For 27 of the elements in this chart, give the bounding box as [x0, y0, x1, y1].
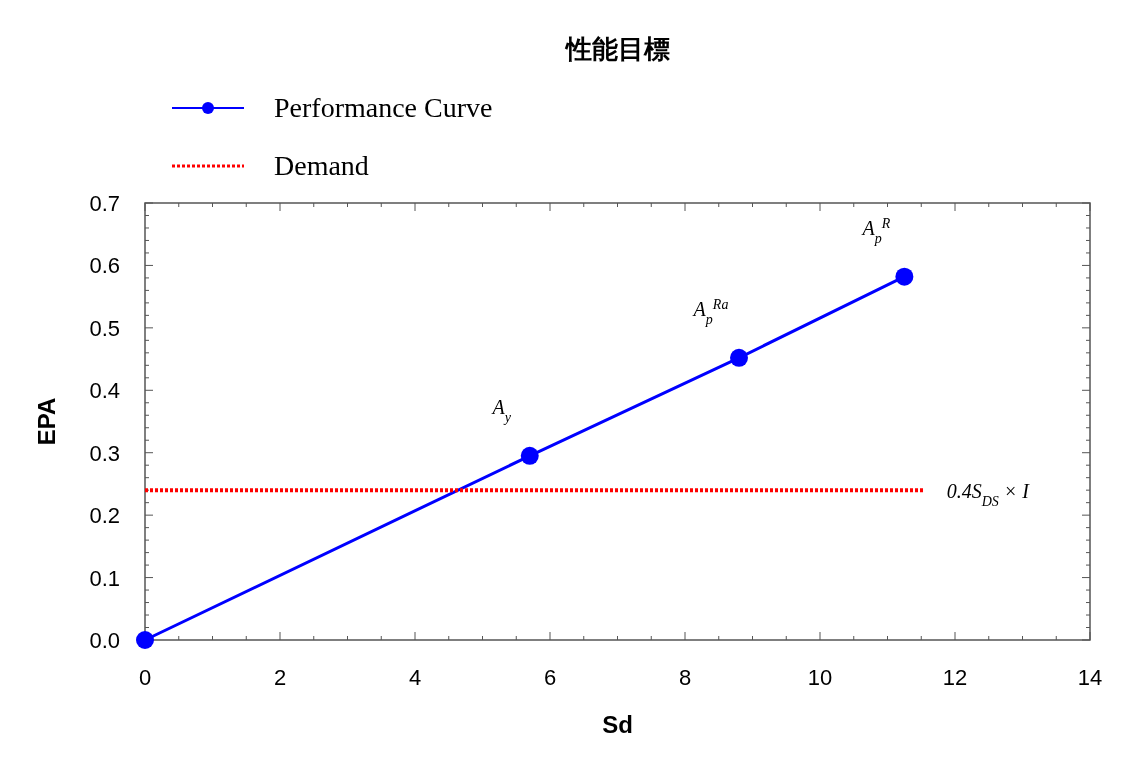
x-tick-label: 4 [408, 665, 422, 690]
annotation: A$_{y}$ [490, 395, 512, 425]
x-tick-label: 10 [807, 665, 833, 690]
y-tick-label: 0.4 [89, 378, 120, 404]
annotation: 0.4S$_{DS}$ × I [946, 480, 1031, 509]
y-tick-label: 0.7 [89, 191, 120, 216]
x-tick-label: 8 [678, 665, 692, 690]
x-tick-label: 14 [1077, 665, 1103, 690]
x-tick-label: 0 [138, 665, 152, 690]
y-axis-title: EPA [33, 397, 60, 446]
x-tick-label: 2 [273, 665, 287, 690]
x-axis-title: Sd [602, 711, 633, 738]
y-tick-label: 0.6 [89, 253, 120, 279]
point [136, 631, 154, 649]
y-tick-label: 0.0 [89, 628, 120, 653]
legend-label: Demand [274, 150, 369, 181]
x-tick-label: 12 [942, 665, 968, 690]
legend-label: Performance Curve [274, 92, 493, 123]
point [520, 446, 539, 465]
chart-title: 性能目標 [563, 34, 670, 64]
point [730, 348, 748, 367]
point [895, 267, 914, 286]
y-tick-label: 0.1 [89, 565, 120, 591]
y-tick-label: 0.5 [89, 315, 120, 341]
y-tick-label: 0.2 [89, 503, 120, 529]
x-tick-label: 6 [543, 665, 557, 690]
y-tick-label: 0.3 [89, 440, 120, 466]
